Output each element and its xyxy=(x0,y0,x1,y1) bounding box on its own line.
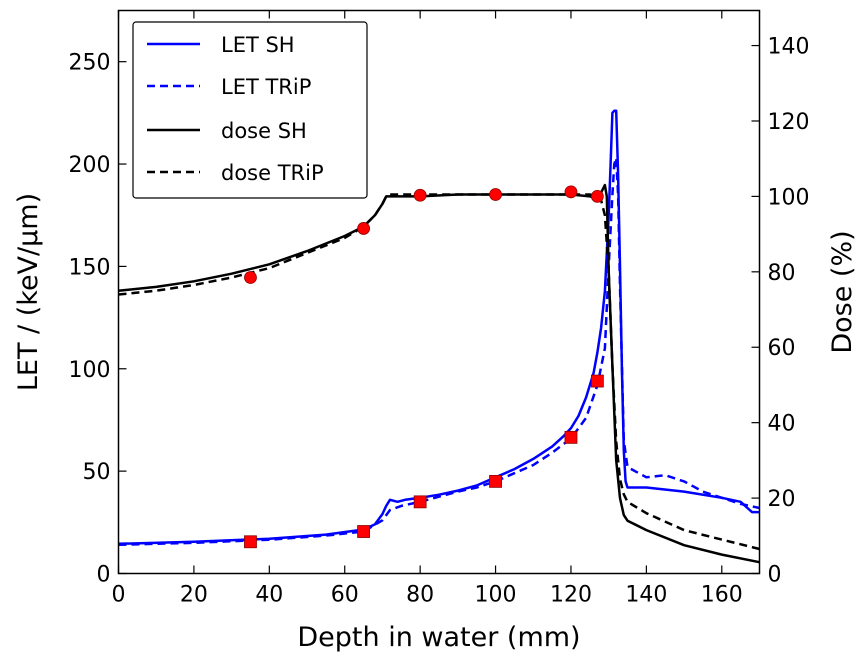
legend: LET SH LET TRiP dose SH dose TRiP xyxy=(132,21,368,199)
data-point-square xyxy=(564,430,578,444)
x-tick-label: 0 xyxy=(112,583,126,608)
marks-layer xyxy=(118,109,760,564)
x-tick-label: 140 xyxy=(625,583,667,608)
data-point-circle xyxy=(244,271,257,284)
y-tick-label-left: 0 xyxy=(97,563,111,588)
data-point-circle xyxy=(489,188,502,201)
y-tick-label-right: 100 xyxy=(768,185,810,210)
y-tick-label-right: 0 xyxy=(768,563,782,588)
x-tick-label: 160 xyxy=(701,583,743,608)
y-tick-label-right: 120 xyxy=(768,110,810,135)
legend-label-let-trip: LET TRiP xyxy=(221,75,311,99)
x-tick-label: 120 xyxy=(550,583,592,608)
series-line-2 xyxy=(118,183,760,564)
y-tick-label-left: 200 xyxy=(69,153,111,178)
y-tick-label-left: 150 xyxy=(69,255,111,280)
x-tick-label: 80 xyxy=(406,583,434,608)
legend-box xyxy=(132,21,368,199)
data-point-circle xyxy=(564,185,578,199)
y-tick-label-left: 250 xyxy=(69,51,111,76)
y-tick-label-right: 40 xyxy=(768,412,796,437)
axes-layer: 0 20 40 60 80 100 120 140 160 0 50 100 150 200 250 0 20 4… xyxy=(69,10,810,608)
y-tick-label-right: 20 xyxy=(768,487,796,512)
plot-frame xyxy=(117,9,761,575)
series-line-3 xyxy=(118,193,760,551)
data-point-square xyxy=(413,495,427,509)
y-tick-label-right: 60 xyxy=(768,336,796,361)
y-axis-title-left: LET / (keV/μm) xyxy=(13,193,44,391)
legend-label-dose-trip: dose TRiP xyxy=(221,161,324,185)
data-point-circle xyxy=(413,188,427,202)
series-line-0 xyxy=(118,109,760,546)
legend-label-let-sh: LET SH xyxy=(221,33,295,57)
series-line-1 xyxy=(118,156,760,547)
y-tick-label-left: 100 xyxy=(69,358,111,383)
y-tick-label-right: 140 xyxy=(768,35,810,60)
data-point-circle xyxy=(357,222,370,235)
data-point-square xyxy=(590,374,604,388)
data-point-square xyxy=(357,525,370,538)
data-point-square xyxy=(244,535,257,549)
x-axis-title: Depth in water (mm) xyxy=(297,622,580,653)
data-point-square xyxy=(489,474,502,488)
x-tick-label: 100 xyxy=(475,583,517,608)
legend-label-dose-sh: dose SH xyxy=(221,119,307,143)
y-axis-title-right: Dose (%) xyxy=(827,230,858,353)
data-point-circle xyxy=(590,190,604,203)
y-tick-label-right: 80 xyxy=(768,261,796,286)
x-tick-label: 60 xyxy=(331,583,359,608)
y-tick-label-left: 50 xyxy=(83,460,111,485)
x-tick-label: 40 xyxy=(255,583,283,608)
x-tick-label: 20 xyxy=(180,583,208,608)
